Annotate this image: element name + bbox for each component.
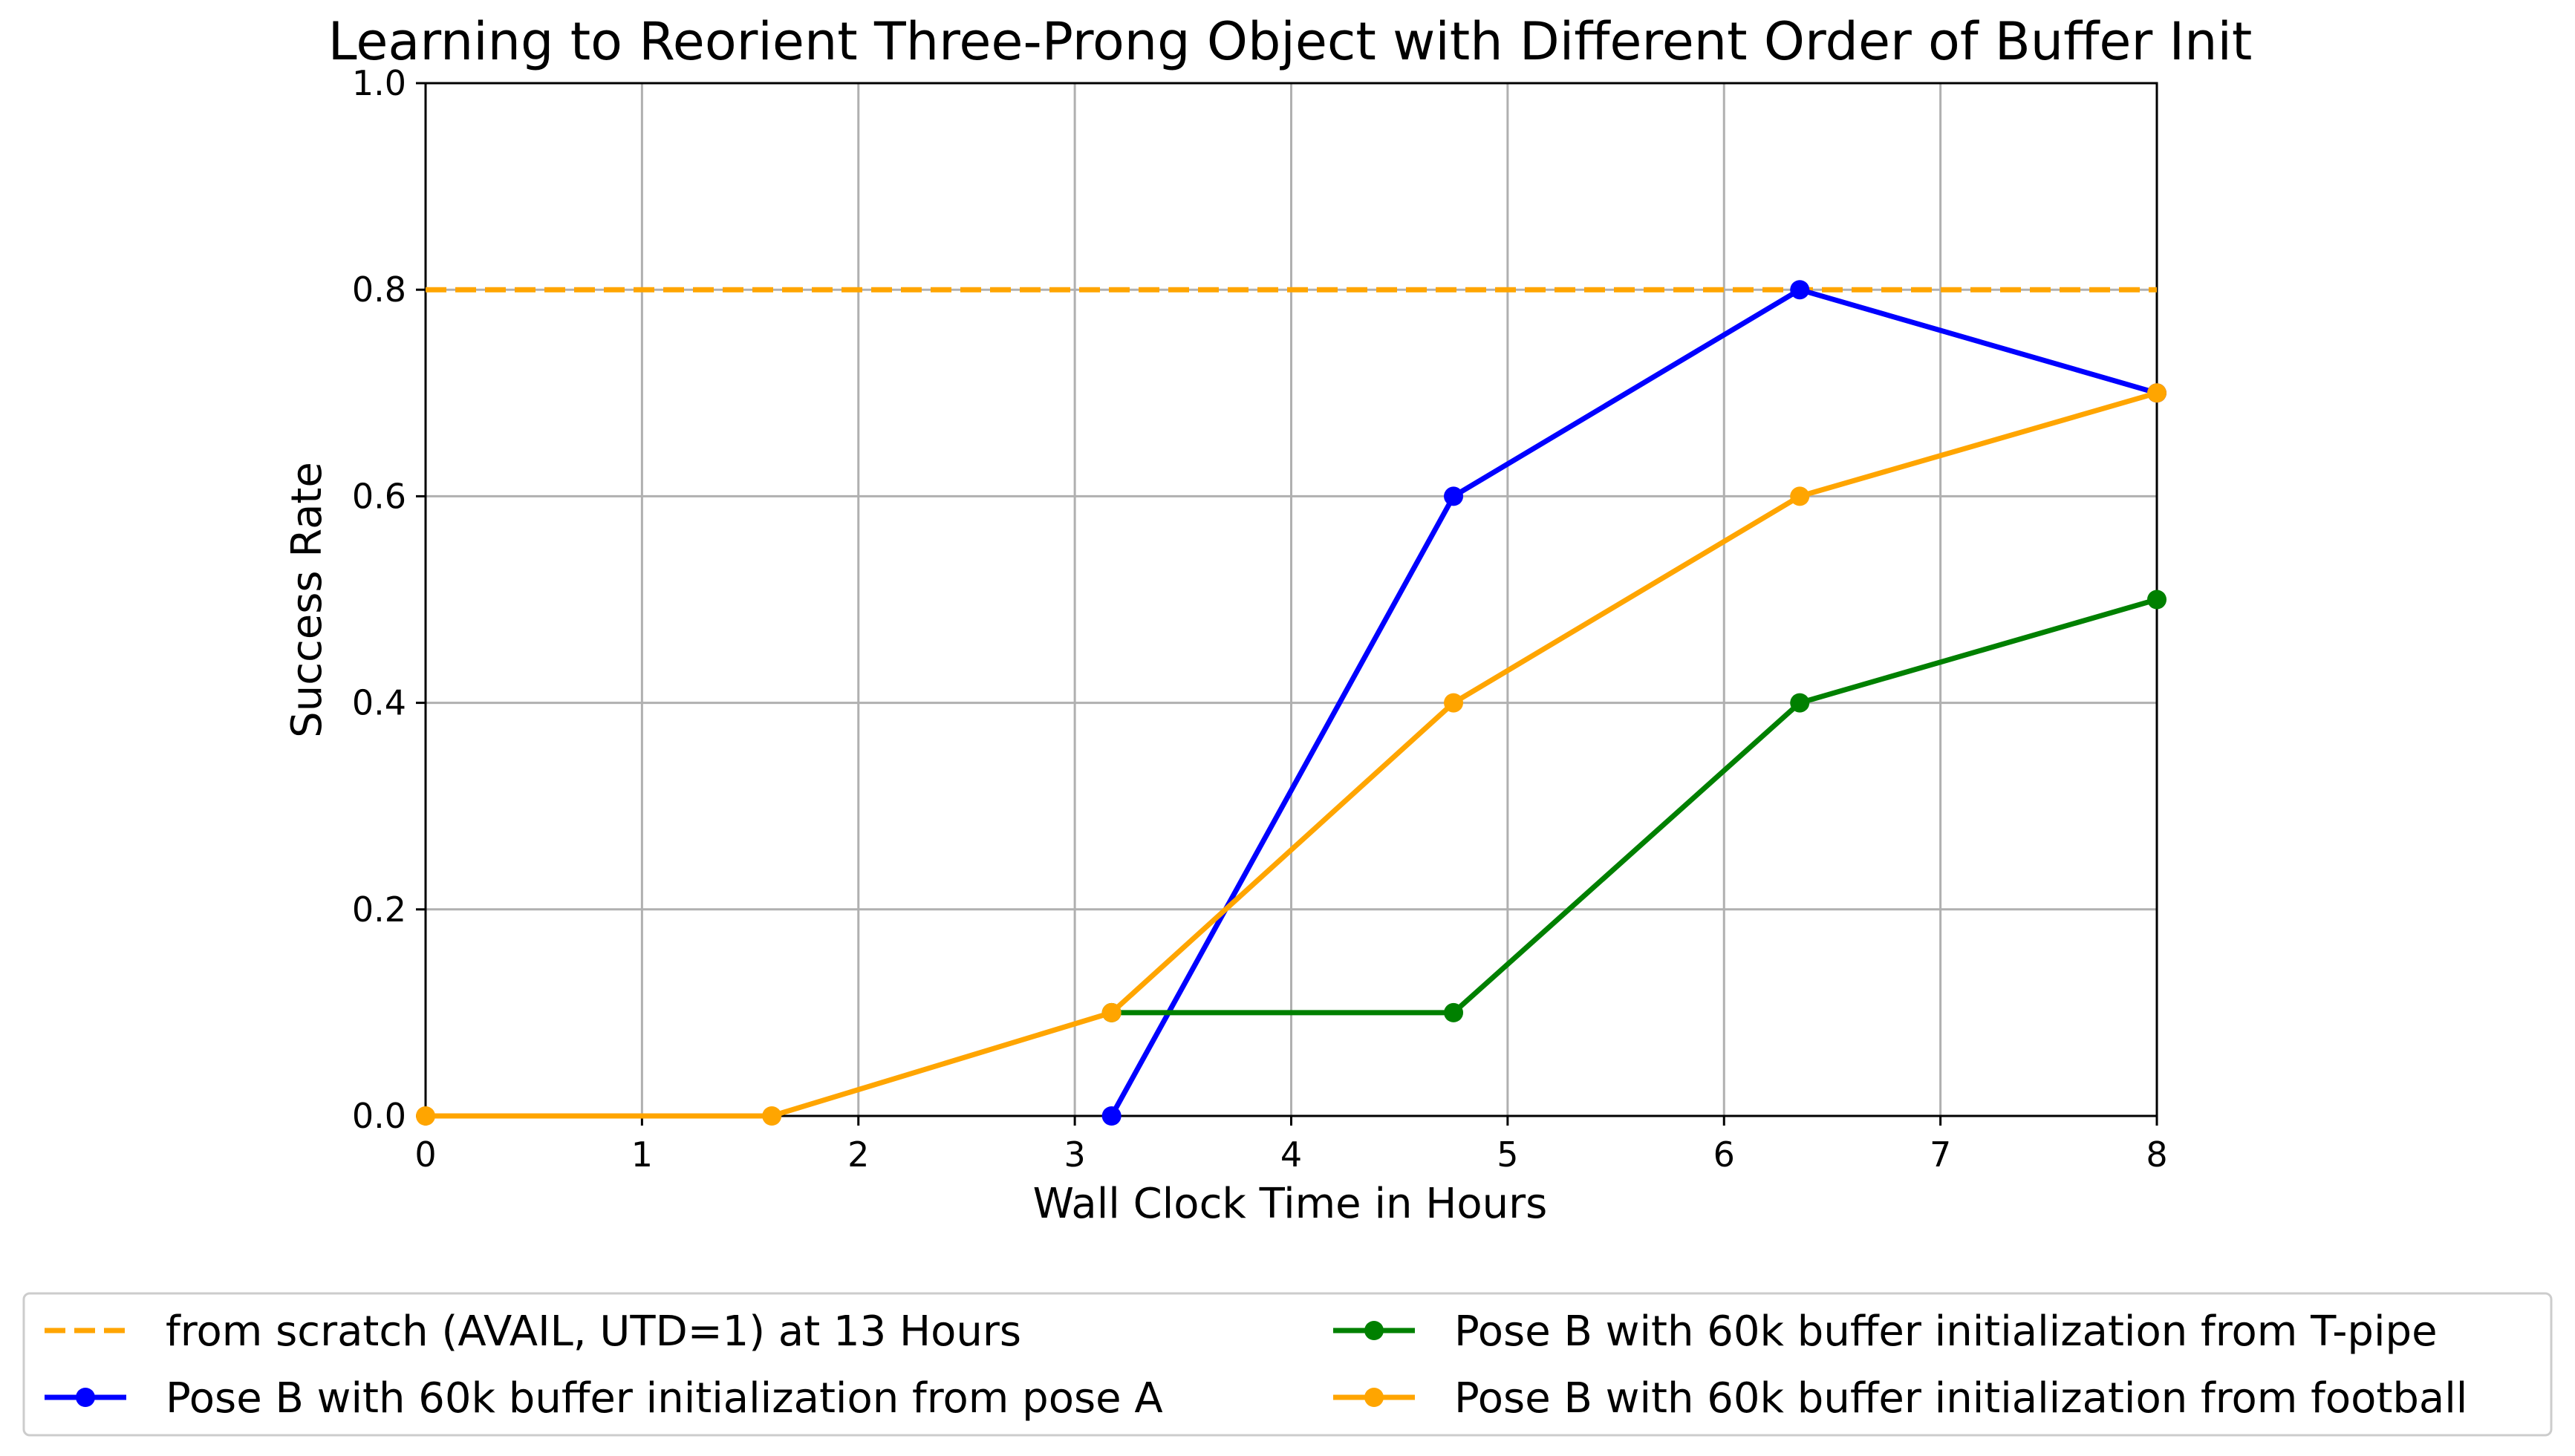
- plot-series: [416, 280, 2167, 1126]
- x-tick-label: 5: [1497, 1135, 1518, 1175]
- y-tick-label: 0.0: [352, 1096, 406, 1136]
- x-tick-label: 3: [1064, 1135, 1085, 1175]
- axes: 0 1 2 3 4 5 6 7 8 0.0 0.2 0.4 0.6 0.8 1.0: [352, 63, 2168, 1175]
- series-line-3: [426, 390, 2158, 1119]
- chart-title: Learning to Reorient Three-Prong Object …: [328, 11, 2253, 72]
- y-tick-label: 0.6: [352, 476, 406, 516]
- legend-frame: [22, 1292, 2553, 1437]
- data-point: [1444, 693, 1464, 713]
- series-line-2: [1111, 597, 2158, 1016]
- y-tick-label: 0.2: [352, 889, 406, 930]
- x-tick-label: 6: [1713, 1135, 1735, 1175]
- data-point: [1790, 486, 1810, 506]
- data-point: [1444, 486, 1464, 506]
- legend-marker: [1364, 1388, 1384, 1407]
- y-tick-label: 0.8: [352, 270, 406, 310]
- y-tick-label: 0.4: [352, 683, 406, 723]
- data-point: [1790, 280, 1810, 300]
- x-axis-label: Wall Clock Time in Hours: [1033, 1180, 1548, 1228]
- data-point: [2147, 590, 2167, 610]
- legend-marker: [1364, 1321, 1384, 1340]
- legend: from scratch (AVAIL, UTD=1) at 13 Hours P…: [22, 1292, 2553, 1437]
- legend-label: Pose B with 60k buffer initialization fr…: [1454, 1374, 2467, 1423]
- x-tick-label: 1: [631, 1135, 653, 1175]
- x-tick-label: 0: [414, 1135, 436, 1175]
- legend-label: Pose B with 60k buffer initialization fr…: [1454, 1308, 2438, 1356]
- data-point: [1790, 693, 1810, 713]
- x-tick-label: 8: [2146, 1135, 2167, 1175]
- data-point: [1101, 1106, 1122, 1126]
- data-point: [1444, 1002, 1464, 1022]
- data-point: [762, 1106, 782, 1126]
- x-tick-label: 4: [1280, 1135, 1302, 1175]
- data-point: [1101, 1002, 1122, 1022]
- y-axis-label: Success Rate: [283, 462, 331, 738]
- data-point: [2147, 383, 2167, 403]
- legend-marker: [76, 1388, 95, 1407]
- legend-label: Pose B with 60k buffer initialization fr…: [166, 1374, 1163, 1423]
- data-point: [416, 1106, 435, 1126]
- legend-label: from scratch (AVAIL, UTD=1) at 13 Hours: [166, 1308, 1021, 1356]
- y-tick-label: 1.0: [352, 63, 406, 103]
- series-line-1: [1109, 287, 2158, 1117]
- x-tick-label: 7: [1930, 1135, 1951, 1175]
- x-tick-label: 2: [847, 1135, 869, 1175]
